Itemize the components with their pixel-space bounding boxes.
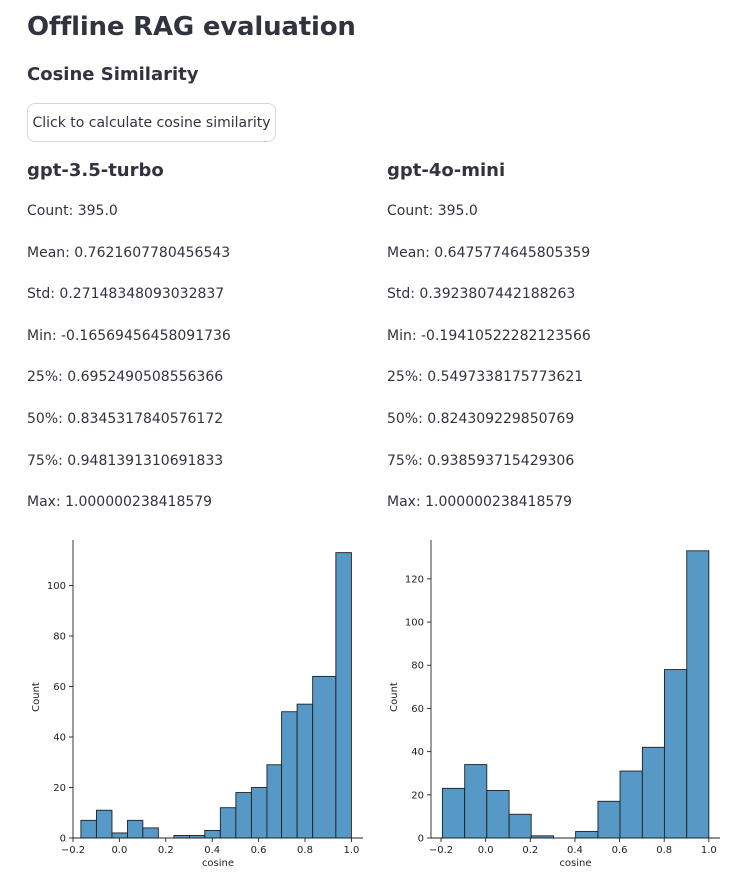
histogram-bar — [80, 819, 97, 839]
histogram-bar — [641, 746, 665, 839]
y-axis-label: Count — [389, 682, 400, 712]
y-tick-label: 120 — [405, 574, 424, 585]
x-tick-label: 1.0 — [701, 845, 717, 856]
x-tick-label: 0.2 — [158, 845, 174, 856]
stat-mean: Mean: 0.6475774645805359 — [387, 245, 591, 261]
page-title: Offline RAG evaluation — [27, 12, 356, 42]
x-tick-label: 0.8 — [656, 845, 672, 856]
y-tick-label: 60 — [411, 704, 424, 715]
stat-50-percent: 50%: 0.824309229850769 — [387, 411, 575, 427]
x-tick-label: 0.6 — [251, 845, 267, 856]
histogram-bar — [597, 800, 621, 839]
y-tick-label: 80 — [53, 631, 66, 642]
x-tick-label: 0.0 — [478, 845, 494, 856]
histogram-bar — [250, 787, 268, 839]
model-title: gpt-3.5-turbo — [27, 160, 164, 181]
y-tick-label: 0 — [60, 834, 66, 845]
stat-min: Min: -0.19410522282123566 — [387, 328, 591, 344]
stat-75-percent: 75%: 0.9481391310691833 — [27, 453, 224, 469]
histogram-bar — [111, 832, 128, 839]
histogram-bar — [486, 790, 510, 839]
stat-max: Max: 1.000000238418579 — [27, 494, 213, 510]
histogram-bar — [686, 550, 710, 839]
histogram-bar — [464, 764, 488, 839]
histogram-bar — [508, 813, 532, 839]
y-tick-label: 40 — [411, 747, 424, 758]
model-title: gpt-4o-mini — [387, 160, 506, 181]
stat-count: Count: 395.0 — [387, 203, 478, 219]
x-tick-label: 0.6 — [612, 845, 628, 856]
stat-75-percent: 75%: 0.938593715429306 — [387, 453, 575, 469]
histogram-bar — [127, 819, 144, 839]
x-tick-label: 0.8 — [297, 845, 313, 856]
stat-std: Std: 0.27148348093032837 — [27, 286, 225, 302]
y-tick-label: 40 — [53, 732, 66, 743]
y-tick-label: 100 — [47, 581, 66, 592]
histogram-bar — [619, 770, 643, 839]
x-tick-label: 0.4 — [204, 845, 220, 856]
x-tick-label: −0.2 — [429, 845, 453, 856]
histogram-bar — [441, 787, 466, 839]
stat-min: Min: -0.16569456458091736 — [27, 328, 231, 344]
histogram-bar — [235, 792, 252, 839]
x-tick-label: 1.0 — [343, 845, 359, 856]
y-tick-label: 0 — [418, 834, 424, 845]
x-axis-label: cosine — [559, 858, 591, 869]
histogram-bar — [296, 703, 314, 839]
stat-count: Count: 395.0 — [27, 203, 118, 219]
stat-25-percent: 25%: 0.6952490508556366 — [27, 369, 224, 385]
x-tick-label: 0.0 — [111, 845, 127, 856]
histogram-gpt-3-5-turbo: 0 20 40 60 80 100 −0.2 0.0 0.2 0.4 0.6 0.8 1.0 cosine… — [31, 540, 363, 869]
histogram-bar — [312, 675, 337, 839]
y-tick-label: 80 — [411, 661, 424, 672]
stat-max: Max: 1.000000238418579 — [387, 494, 573, 510]
histogram-bar — [219, 807, 237, 839]
section-title: Cosine Similarity — [27, 64, 199, 85]
x-tick-label: −0.2 — [61, 845, 85, 856]
x-tick-label: 0.2 — [522, 845, 538, 856]
y-tick-label: 20 — [53, 783, 66, 794]
histogram-bar — [663, 669, 688, 839]
histogram-bar — [266, 764, 283, 839]
histogram-bar — [95, 809, 113, 839]
stat-50-percent: 50%: 0.8345317840576172 — [27, 411, 224, 427]
stat-mean: Mean: 0.7621607780456543 — [27, 245, 231, 261]
y-tick-label: 100 — [405, 618, 424, 629]
histogram-bar — [142, 827, 159, 839]
histogram-gpt-4o-mini: 0 20 40 60 80 100 120 −0.2 0.0 0.2 0.4 0.6 0.8 1.0 cos… — [389, 540, 720, 869]
histogram-bar — [204, 829, 221, 839]
y-tick-label: 20 — [411, 790, 424, 801]
histogram-bar — [335, 552, 352, 839]
histogram-bar — [281, 711, 298, 839]
y-tick-label: 60 — [53, 682, 66, 693]
x-tick-label: 0.4 — [567, 845, 583, 856]
calculate-cosine-button[interactable]: Click to calculate cosine similarity — [27, 103, 276, 142]
stat-25-percent: 25%: 0.5497338175773621 — [387, 369, 584, 385]
histogram-bar — [575, 831, 599, 839]
y-axis-label: Count — [31, 682, 42, 712]
x-axis-label: cosine — [202, 858, 234, 869]
stat-std: Std: 0.3923807442188263 — [387, 286, 576, 302]
